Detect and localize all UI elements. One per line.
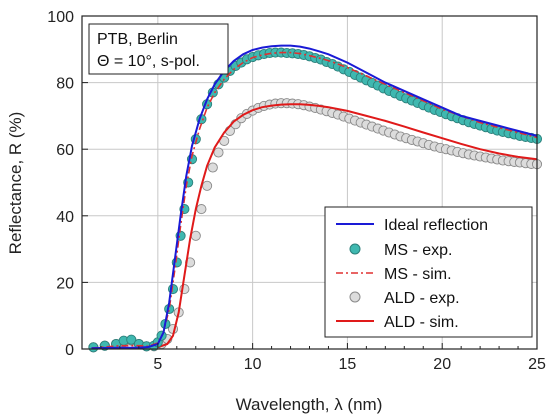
y-tick-label: 80: [56, 76, 74, 93]
y-tick-label: 60: [56, 142, 74, 159]
x-tick-label: 5: [153, 356, 162, 373]
ideal-reflection-line: [91, 44, 538, 350]
legend-label-ald-sim: ALD - sim.: [384, 314, 459, 331]
ald-exp-point: [196, 204, 207, 215]
y-tick-label: 20: [56, 275, 74, 292]
ald-exp-point: [190, 230, 201, 241]
legend-label-ms-sim: MS - sim.: [384, 266, 452, 283]
ald-exp-point: [213, 147, 224, 158]
y-tick-label: 100: [47, 9, 74, 26]
legend-swatch-ms-exp: [349, 243, 361, 255]
x-tick-label: 25: [528, 356, 546, 373]
legend-label-ms-exp: MS - exp.: [384, 242, 452, 259]
ald-exp-point: [207, 162, 218, 173]
x-tick-label: 15: [339, 356, 357, 373]
legend-label-ald-exp: ALD - exp.: [384, 290, 460, 307]
annotation-location: PTB, Berlin: [97, 31, 178, 48]
legend: Ideal reflection MS - exp. MS - sim. ALD…: [324, 206, 533, 338]
x-tick-label: 10: [244, 356, 262, 373]
legend-swatch-ald-exp: [349, 291, 361, 303]
ald-sim-line: [91, 103, 538, 350]
y-tick-label: 0: [65, 342, 74, 359]
x-tick-label: 20: [433, 356, 451, 373]
legend-label-ideal: Ideal reflection: [384, 217, 488, 234]
y-axis-label: Reflectance, R (%): [6, 112, 25, 255]
axis-ticks: 5 10 15 20 25 0 20 40 60 80 100: [47, 9, 546, 373]
annotation-box: PTB, Berlin Θ = 10°, s-pol.: [88, 23, 229, 75]
x-axis-label: Wavelength, λ (nm): [236, 395, 383, 414]
y-tick-label: 40: [56, 209, 74, 226]
ald-exp-point: [202, 180, 213, 191]
ms-exp-point: [126, 334, 137, 345]
annotation-angle: Θ = 10°, s-pol.: [97, 53, 200, 70]
